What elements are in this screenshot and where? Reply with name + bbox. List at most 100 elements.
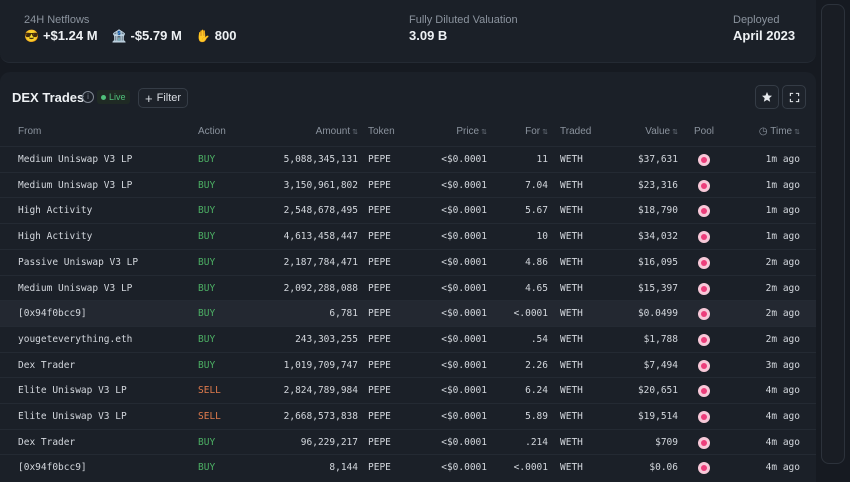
uniswap-pool-icon[interactable] <box>698 462 710 475</box>
action-cell: BUY <box>198 333 216 345</box>
uniswap-pool-icon[interactable] <box>698 179 710 192</box>
price-cell: <$0.0001 <box>441 333 487 345</box>
token-cell: PEPE <box>368 436 391 448</box>
action-cell: SELL <box>198 385 221 397</box>
action-cell: BUY <box>198 231 216 243</box>
time-cell: 4m ago <box>765 436 800 448</box>
price-cell: <$0.0001 <box>441 256 487 268</box>
table-row[interactable]: Elite Uniswap V3 LP SELL 2,668,573,838 PEPE… <box>0 403 816 430</box>
traded-cell: WETH <box>560 385 583 397</box>
token-cell: PEPE <box>368 205 391 217</box>
token-cell: PEPE <box>368 154 391 165</box>
from-cell[interactable]: Dex Trader <box>18 359 76 371</box>
sort-icon: ⇅ <box>794 129 800 136</box>
uniswap-pool-icon[interactable] <box>698 231 710 244</box>
netflows-label: 24H Netflows <box>24 14 90 26</box>
from-cell[interactable]: Dex Trader <box>18 436 76 448</box>
from-cell[interactable]: High Activity <box>18 205 93 217</box>
for-cell: 4.86 <box>525 256 548 268</box>
traded-cell: WETH <box>560 436 583 448</box>
traded-cell: WETH <box>560 179 583 191</box>
netflow-exchanges: 🏦 -$5.79 M <box>112 28 182 43</box>
from-cell[interactable]: Medium Uniswap V3 LP <box>18 154 133 165</box>
time-cell: 2m ago <box>765 308 800 320</box>
from-cell[interactable]: [0x94f0bcc9] <box>18 462 87 474</box>
token-cell: PEPE <box>368 308 391 320</box>
uniswap-pool-icon[interactable] <box>698 154 710 166</box>
info-icon[interactable]: i <box>82 91 94 103</box>
from-cell[interactable]: [0x94f0bcc9] <box>18 308 87 320</box>
value-cell: $20,651 <box>637 385 678 397</box>
price-cell: <$0.0001 <box>441 205 487 217</box>
traded-cell: WETH <box>560 205 583 217</box>
uniswap-pool-icon[interactable] <box>698 359 710 372</box>
from-cell[interactable]: High Activity <box>18 231 93 243</box>
star-button[interactable] <box>755 85 779 109</box>
action-cell: BUY <box>198 205 216 217</box>
for-cell: 2.26 <box>525 359 548 371</box>
table-row[interactable]: [0x94f0bcc9] BUY 8,144 PEPE <$0.0001 <.0001 WE… <box>0 454 816 481</box>
table-row[interactable]: Elite Uniswap V3 LP SELL 2,824,789,984 PEPE… <box>0 377 816 404</box>
table-row[interactable]: Medium Uniswap V3 LP BUY 5,088,345,131 PEPE… <box>0 146 816 173</box>
from-cell[interactable]: yougeteverything.eth <box>18 333 133 345</box>
uniswap-pool-icon[interactable] <box>698 308 710 321</box>
table-row[interactable]: High Activity BUY 2,548,678,495 PEPE <$0.000… <box>0 197 816 224</box>
table-row[interactable]: yougeteverything.eth BUY 243,303,255 PEPE <$… <box>0 325 816 353</box>
price-cell: <$0.0001 <box>441 359 487 371</box>
from-cell[interactable]: Elite Uniswap V3 LP <box>18 385 127 397</box>
amount-cell: 8,144 <box>329 462 358 474</box>
table-row[interactable]: [0x94f0bcc9] BUY 6,781 PEPE <$0.0001 <.0001 WE… <box>0 300 816 328</box>
uniswap-pool-icon[interactable] <box>698 411 710 423</box>
from-cell[interactable]: Medium Uniswap V3 LP <box>18 282 133 294</box>
amount-cell: 96,229,217 <box>300 436 358 448</box>
col-for[interactable]: For ⇅ <box>525 126 548 137</box>
col-traded: Traded <box>560 126 592 137</box>
uniswap-pool-icon[interactable] <box>698 282 710 295</box>
netflows-values: 😎 +$1.24 M 🏦 -$5.79 M ✋ 800 <box>24 28 236 43</box>
table-row[interactable]: Dex Trader BUY 1,019,709,747 PEPE <$0.0001 2.… <box>0 351 816 379</box>
col-time[interactable]: ◷ Time ⇅ <box>759 126 800 137</box>
from-cell[interactable]: Elite Uniswap V3 LP <box>18 411 127 422</box>
uniswap-pool-icon[interactable] <box>698 385 710 398</box>
table-row[interactable]: Passive Uniswap V3 LP BUY 2,187,784,471 PEP… <box>0 248 816 276</box>
price-cell: <$0.0001 <box>441 154 487 165</box>
fullscreen-button[interactable] <box>782 85 806 109</box>
clock-icon: ◷ <box>758 126 768 137</box>
value-cell: $7,494 <box>643 359 678 371</box>
col-amount[interactable]: Amount ⇅ <box>316 126 358 137</box>
price-cell: <$0.0001 <box>441 436 487 448</box>
live-label: Live <box>109 92 126 102</box>
filter-button[interactable]: + Filter <box>138 88 189 108</box>
scrollbar[interactable] <box>821 4 845 464</box>
live-dot-icon <box>101 94 106 100</box>
amount-cell: 1,019,709,747 <box>283 359 358 371</box>
token-cell: PEPE <box>368 333 391 345</box>
filter-label: Filter <box>156 92 182 104</box>
uniswap-pool-icon[interactable] <box>698 256 710 269</box>
table-row[interactable]: Medium Uniswap V3 LP BUY 2,092,288,088 PEPE… <box>0 274 816 302</box>
price-cell: <$0.0001 <box>441 179 487 191</box>
sort-icon: ⇅ <box>672 129 678 136</box>
from-cell[interactable]: Passive Uniswap V3 LP <box>18 256 139 268</box>
value-cell: $0.06 <box>649 462 678 474</box>
uniswap-pool-icon[interactable] <box>698 333 710 346</box>
value-cell: $709 <box>655 436 678 448</box>
table-row[interactable]: High Activity BUY 4,613,458,447 PEPE <$0.000… <box>0 223 816 250</box>
traded-cell: WETH <box>560 462 583 474</box>
table-row[interactable]: Dex Trader BUY 96,229,217 PEPE <$0.0001 .214 W… <box>0 428 816 456</box>
traded-cell: WETH <box>560 282 583 294</box>
for-cell: <.0001 <box>513 462 548 474</box>
uniswap-pool-icon[interactable] <box>698 205 710 218</box>
token-cell: PEPE <box>368 385 391 397</box>
sort-icon: ⇅ <box>352 129 358 136</box>
sort-icon: ⇅ <box>542 129 548 136</box>
from-cell[interactable]: Medium Uniswap V3 LP <box>18 179 133 191</box>
action-cell: BUY <box>198 154 216 165</box>
uniswap-pool-icon[interactable] <box>698 436 710 449</box>
table-row[interactable]: Medium Uniswap V3 LP BUY 3,150,961,802 PEPE… <box>0 171 816 199</box>
col-value[interactable]: Value ⇅ <box>645 126 678 137</box>
for-cell: 10 <box>536 231 548 243</box>
fdv-value: 3.09 B <box>409 28 448 43</box>
for-cell: .214 <box>525 436 548 448</box>
col-price[interactable]: Price ⇅ <box>456 126 487 137</box>
